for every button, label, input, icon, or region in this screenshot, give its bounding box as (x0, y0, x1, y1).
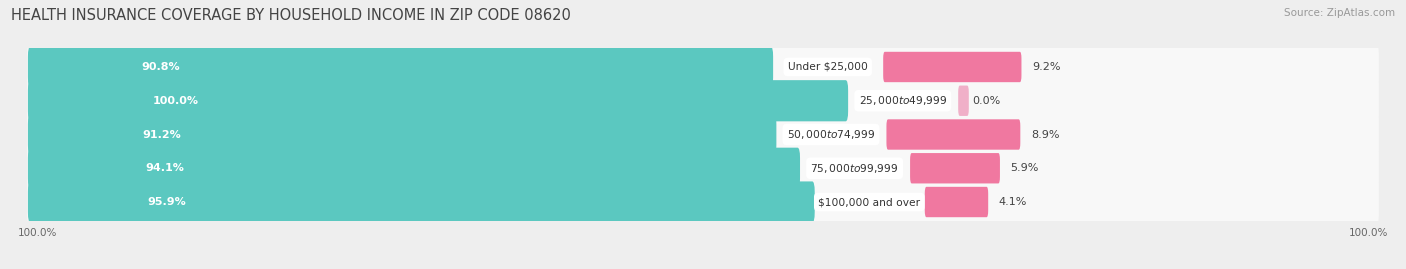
FancyBboxPatch shape (28, 148, 800, 189)
Text: Under $25,000: Under $25,000 (787, 62, 868, 72)
FancyBboxPatch shape (27, 43, 1379, 91)
Text: $50,000 to $74,999: $50,000 to $74,999 (787, 128, 875, 141)
FancyBboxPatch shape (886, 119, 1021, 150)
Text: $100,000 and over: $100,000 and over (818, 197, 921, 207)
Text: 0.0%: 0.0% (972, 96, 1000, 106)
Text: 90.8%: 90.8% (142, 62, 180, 72)
Text: 8.9%: 8.9% (1031, 129, 1059, 140)
FancyBboxPatch shape (28, 80, 848, 121)
Text: $25,000 to $49,999: $25,000 to $49,999 (859, 94, 946, 107)
FancyBboxPatch shape (910, 153, 1000, 183)
FancyBboxPatch shape (883, 52, 1022, 82)
FancyBboxPatch shape (28, 46, 773, 88)
Text: 94.1%: 94.1% (145, 163, 184, 173)
FancyBboxPatch shape (959, 86, 969, 116)
Text: 9.2%: 9.2% (1032, 62, 1060, 72)
Text: 95.9%: 95.9% (148, 197, 187, 207)
FancyBboxPatch shape (27, 178, 1379, 226)
FancyBboxPatch shape (925, 187, 988, 217)
FancyBboxPatch shape (28, 181, 814, 223)
FancyBboxPatch shape (28, 114, 776, 155)
Text: 100.0%: 100.0% (18, 228, 58, 238)
Text: $75,000 to $99,999: $75,000 to $99,999 (810, 162, 898, 175)
Text: HEALTH INSURANCE COVERAGE BY HOUSEHOLD INCOME IN ZIP CODE 08620: HEALTH INSURANCE COVERAGE BY HOUSEHOLD I… (11, 8, 571, 23)
Text: 91.2%: 91.2% (142, 129, 180, 140)
Text: 4.1%: 4.1% (998, 197, 1028, 207)
Text: 5.9%: 5.9% (1011, 163, 1039, 173)
Text: Source: ZipAtlas.com: Source: ZipAtlas.com (1284, 8, 1395, 18)
FancyBboxPatch shape (27, 144, 1379, 192)
Text: 100.0%: 100.0% (1348, 228, 1388, 238)
FancyBboxPatch shape (27, 111, 1379, 158)
FancyBboxPatch shape (27, 77, 1379, 125)
Text: 100.0%: 100.0% (153, 96, 198, 106)
